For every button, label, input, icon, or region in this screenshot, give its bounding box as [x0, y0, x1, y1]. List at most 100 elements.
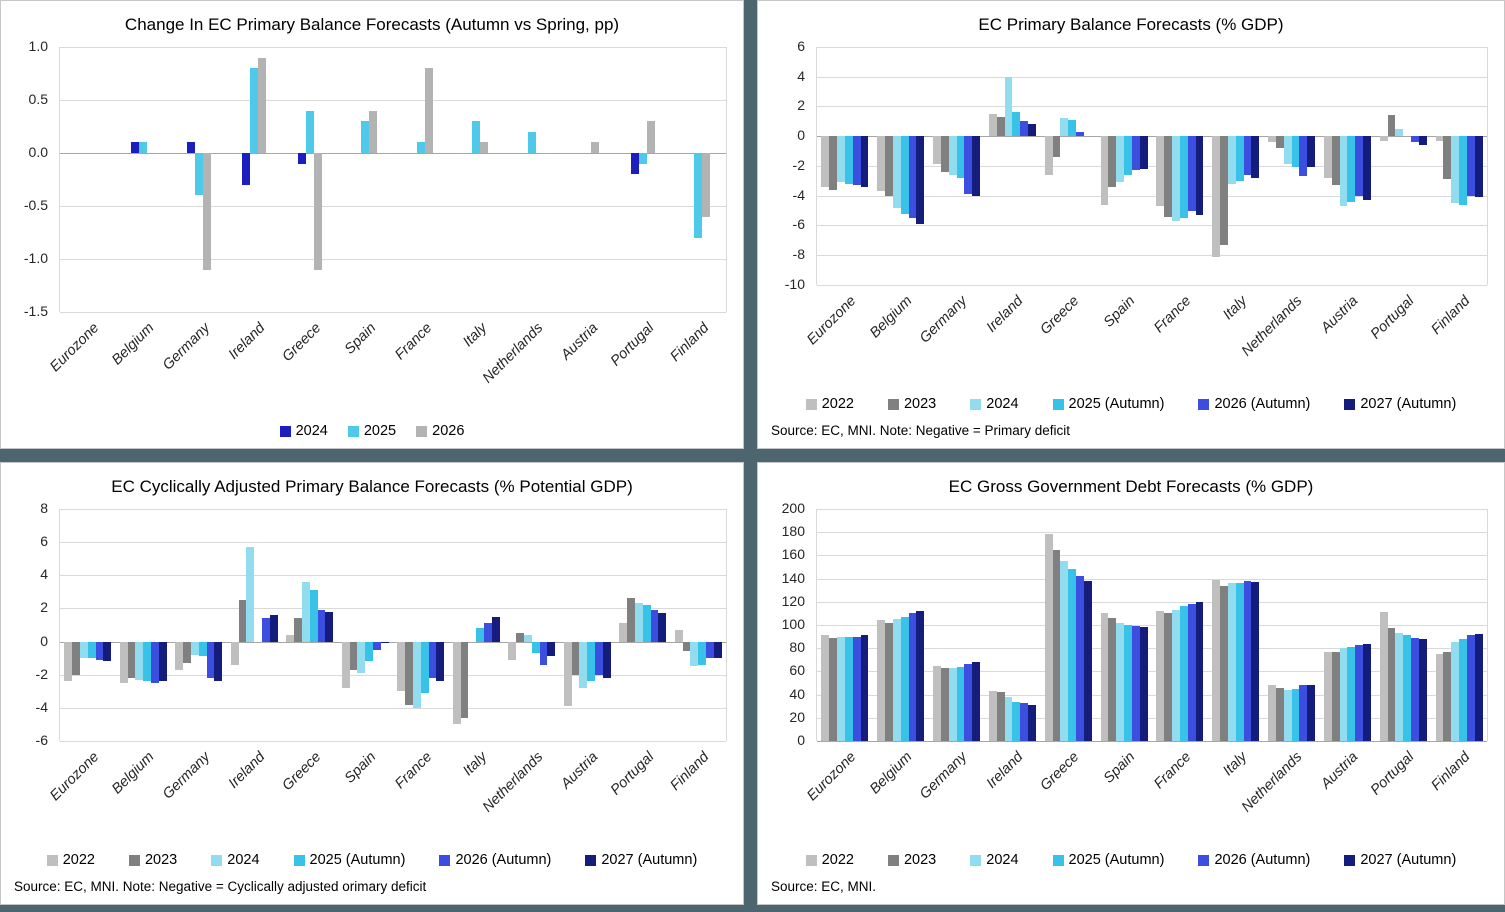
legend-item: 2022: [805, 852, 854, 868]
bar: [1339, 648, 1348, 741]
bar: [1331, 651, 1340, 741]
bar: [1012, 112, 1021, 137]
bar: [1418, 136, 1427, 146]
bar: [1004, 696, 1013, 741]
y-tick-label: -8: [792, 246, 805, 263]
bar: [587, 641, 596, 682]
bar: [829, 637, 838, 741]
bar: [1339, 136, 1348, 207]
bar: [412, 641, 421, 708]
bar: [674, 629, 683, 642]
bar: [630, 152, 639, 175]
bar: [860, 635, 869, 741]
gridline: [817, 741, 1487, 742]
bar: [491, 616, 500, 642]
bar: [1028, 705, 1036, 741]
plot-area: 8 6 4 2 0 -2 -4 -6 Eurozone Belgium Germany Ireland…: [36, 500, 727, 816]
legend: 2022 2023 2024 2025 (Autumn) 2026 (Autumn) 20…: [758, 843, 1504, 877]
bar: [964, 664, 973, 741]
gridline: [60, 258, 726, 260]
bar: [369, 110, 378, 153]
legend-item: 2026 (Autumn): [1198, 396, 1310, 412]
bar: [1307, 685, 1316, 741]
bar: [964, 136, 973, 195]
legend-swatch: [887, 854, 899, 866]
gridline: [817, 624, 1487, 626]
gridline: [817, 76, 1487, 78]
y-tick-label: 0: [40, 632, 48, 649]
bar: [1124, 136, 1132, 175]
bar: [64, 641, 73, 682]
legend-label: 2022: [62, 852, 95, 868]
gridline: [817, 225, 1487, 227]
bar: [1466, 635, 1475, 741]
gridline: [817, 532, 1487, 534]
bar: [87, 641, 96, 659]
y-tick-label: 60: [789, 662, 805, 679]
y-tick-label: 0.5: [28, 90, 48, 107]
bar: [642, 605, 651, 642]
bar: [1028, 124, 1036, 137]
legend-label: 2024: [227, 852, 260, 868]
chart-panel-cyclically-adjusted-balance: EC Cyclically Adjusted Primary Balance F…: [0, 462, 744, 905]
bar: [1068, 119, 1077, 137]
bar: [948, 136, 957, 175]
bar: [325, 611, 334, 642]
bar: [1251, 582, 1260, 741]
bar: [940, 667, 949, 741]
gridline: [60, 741, 726, 742]
bar: [202, 152, 211, 270]
bar: [297, 152, 306, 164]
bar: [1323, 651, 1332, 741]
bar: [357, 641, 366, 674]
y-tick-label: 4: [797, 67, 805, 84]
bar: [480, 142, 489, 153]
legend-label: 2026 (Autumn): [1214, 396, 1311, 412]
bar: [1243, 136, 1252, 175]
bar: [127, 641, 136, 678]
gridline: [817, 46, 1487, 48]
bar: [694, 152, 703, 238]
legend: 2024 2025 2026: [1, 414, 743, 448]
bar: [908, 613, 917, 741]
bar: [301, 581, 310, 642]
bar: [916, 136, 925, 224]
bar: [119, 641, 128, 683]
bar: [286, 634, 295, 642]
legend-swatch: [970, 398, 982, 410]
bar: [972, 662, 981, 741]
plot-area: 1.0 0.5 0.0 -0.5 -1.0 -1.5 Eurozone Belgium Germ…: [24, 38, 727, 387]
legend-item: 2022: [46, 852, 95, 868]
bar: [1268, 136, 1276, 143]
bar: [892, 619, 901, 741]
bar: [1474, 136, 1483, 198]
bar: [900, 616, 909, 741]
bar: [1243, 580, 1252, 741]
bar: [230, 641, 239, 665]
bar: [844, 136, 853, 184]
legend-swatch: [1198, 398, 1210, 410]
bar: [420, 641, 429, 693]
bar: [428, 641, 437, 678]
bar: [821, 635, 830, 741]
bar: [1291, 688, 1300, 741]
y-tick-label: -1.0: [23, 249, 48, 266]
legend-item: 2023: [128, 852, 177, 868]
bar: [579, 641, 588, 688]
bar: [1068, 569, 1077, 741]
bar: [1060, 561, 1069, 741]
bar: [1363, 643, 1371, 741]
gridline: [817, 106, 1487, 108]
bar: [1100, 613, 1109, 741]
bar: [571, 641, 580, 675]
bar: [877, 136, 886, 192]
bar: [1004, 76, 1013, 137]
bar: [523, 634, 532, 642]
gridline: [817, 601, 1487, 603]
bar: [380, 641, 389, 644]
gridline: [60, 99, 726, 101]
bar: [151, 641, 159, 683]
legend: 2022 2023 2024 2025 (Autumn) 2026 (Autumn) 20…: [1, 843, 743, 877]
bar: [206, 641, 215, 678]
bar: [706, 641, 714, 659]
